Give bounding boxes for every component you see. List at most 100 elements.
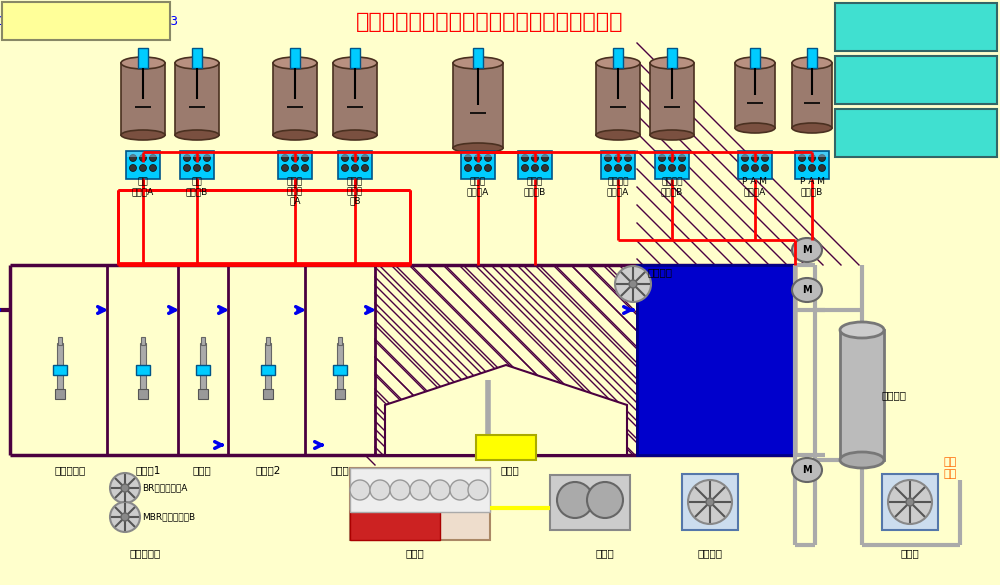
- Ellipse shape: [792, 123, 832, 133]
- Bar: [175, 63, 219, 135]
- Ellipse shape: [453, 143, 503, 153]
- Text: 计量泵B: 计量泵B: [524, 187, 546, 196]
- Circle shape: [194, 154, 200, 161]
- Circle shape: [532, 164, 538, 171]
- Text: 双氧水: 双氧水: [470, 177, 486, 187]
- Text: 加药泵B: 加药泵B: [661, 187, 683, 196]
- Bar: [735, 63, 775, 128]
- Bar: [126, 151, 160, 179]
- Bar: [518, 151, 552, 179]
- Bar: [613, 48, 623, 68]
- Circle shape: [282, 164, 288, 171]
- Circle shape: [542, 164, 548, 171]
- Bar: [138, 48, 148, 68]
- Ellipse shape: [273, 57, 317, 69]
- Bar: [637, 265, 795, 455]
- Circle shape: [350, 480, 370, 500]
- Text: 硫酸: 硫酸: [138, 177, 148, 187]
- Circle shape: [150, 154, 156, 161]
- Circle shape: [678, 154, 686, 161]
- Bar: [339, 152, 371, 157]
- Bar: [201, 337, 205, 345]
- Ellipse shape: [453, 57, 503, 69]
- Bar: [795, 151, 829, 179]
- Circle shape: [352, 154, 358, 161]
- Bar: [279, 152, 311, 157]
- Circle shape: [629, 280, 637, 288]
- Text: 达标
排放: 达标 排放: [943, 457, 957, 479]
- Bar: [337, 343, 343, 398]
- Circle shape: [798, 154, 806, 161]
- Circle shape: [110, 502, 140, 532]
- Circle shape: [121, 513, 129, 521]
- Circle shape: [292, 154, 298, 161]
- Text: 慢混池: 慢混池: [331, 465, 349, 475]
- Bar: [350, 468, 490, 512]
- Circle shape: [150, 164, 156, 171]
- Circle shape: [542, 154, 548, 161]
- Ellipse shape: [273, 130, 317, 140]
- Bar: [462, 152, 494, 157]
- Circle shape: [204, 164, 210, 171]
- Circle shape: [464, 154, 472, 161]
- Circle shape: [302, 164, 308, 171]
- Text: 操作页面: 操作页面: [895, 18, 938, 36]
- Circle shape: [110, 473, 140, 503]
- Bar: [650, 63, 694, 135]
- Text: 11/19/21 FRI    19:36:43: 11/19/21 FRI 19:36:43: [0, 15, 178, 27]
- Bar: [667, 48, 677, 68]
- Ellipse shape: [792, 57, 832, 69]
- Circle shape: [706, 498, 714, 506]
- Circle shape: [808, 154, 816, 161]
- Bar: [127, 152, 159, 157]
- Text: 脱水机: 脱水机: [406, 548, 424, 558]
- Circle shape: [762, 154, 768, 161]
- Ellipse shape: [792, 238, 822, 262]
- Bar: [461, 151, 495, 179]
- Bar: [140, 343, 146, 398]
- Circle shape: [430, 480, 450, 500]
- Circle shape: [475, 154, 482, 161]
- Circle shape: [614, 154, 622, 161]
- Bar: [53, 365, 67, 375]
- Bar: [519, 152, 551, 157]
- Ellipse shape: [175, 130, 219, 140]
- Circle shape: [302, 154, 308, 161]
- Circle shape: [342, 164, 349, 171]
- Text: 污泥泵: 污泥泵: [596, 548, 614, 558]
- Bar: [333, 365, 347, 375]
- Bar: [807, 48, 817, 68]
- Bar: [55, 389, 65, 399]
- Ellipse shape: [333, 130, 377, 140]
- Circle shape: [557, 482, 593, 518]
- Circle shape: [624, 164, 632, 171]
- Bar: [350, 510, 440, 540]
- Bar: [263, 389, 273, 399]
- Circle shape: [475, 164, 482, 171]
- Text: 调节池1: 调节池1: [135, 465, 161, 475]
- Circle shape: [484, 154, 492, 161]
- Circle shape: [614, 164, 622, 171]
- Ellipse shape: [792, 458, 822, 482]
- Circle shape: [624, 154, 632, 161]
- Bar: [656, 152, 688, 157]
- Polygon shape: [385, 365, 627, 455]
- Circle shape: [450, 480, 470, 500]
- Text: 废水收集池: 废水收集池: [54, 465, 86, 475]
- Circle shape: [658, 164, 666, 171]
- Circle shape: [140, 154, 146, 161]
- Bar: [266, 337, 270, 345]
- Bar: [196, 365, 210, 375]
- Circle shape: [130, 164, 136, 171]
- Bar: [290, 48, 300, 68]
- Bar: [882, 474, 938, 530]
- Text: 双氧水: 双氧水: [527, 177, 543, 187]
- Bar: [796, 152, 828, 157]
- Bar: [261, 365, 275, 375]
- Bar: [601, 151, 635, 179]
- Circle shape: [688, 480, 732, 524]
- Circle shape: [906, 498, 914, 506]
- Circle shape: [410, 480, 430, 500]
- Bar: [550, 475, 630, 530]
- Circle shape: [468, 480, 488, 500]
